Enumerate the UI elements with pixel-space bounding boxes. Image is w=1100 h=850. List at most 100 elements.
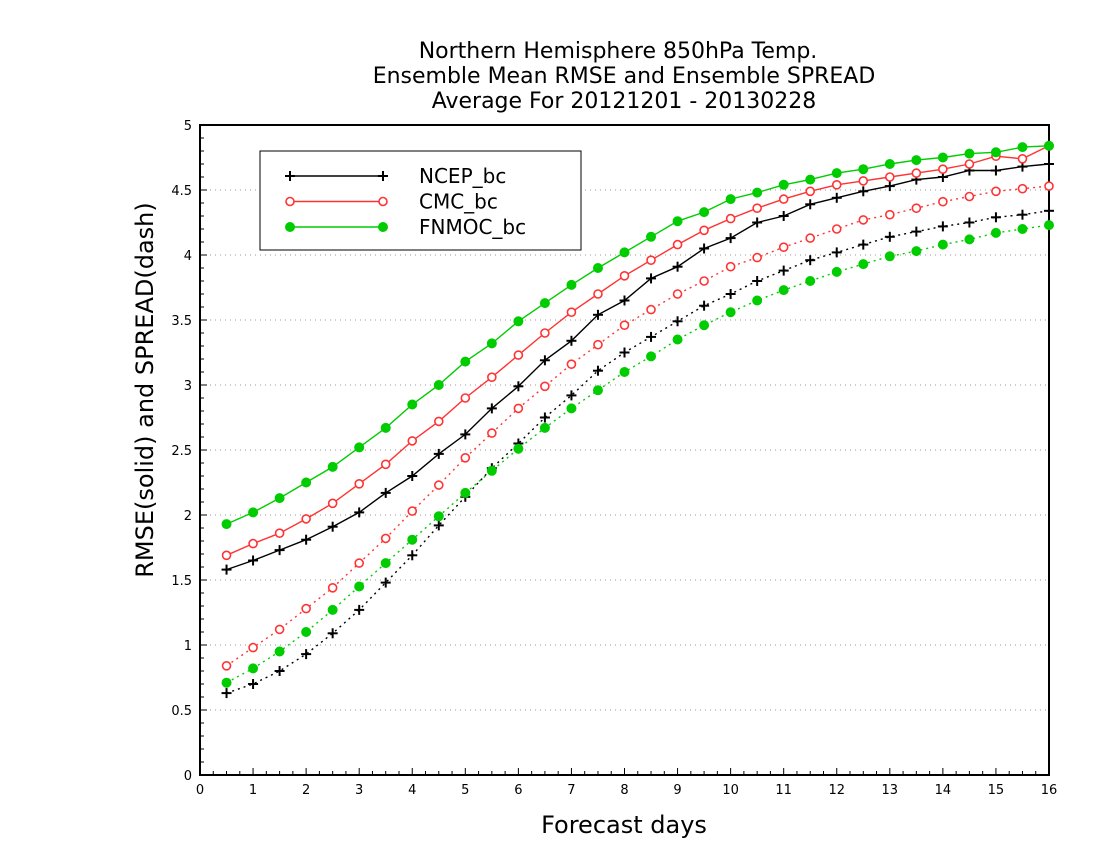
data-point-fnmoc-bc-spread-12 — [539, 422, 550, 433]
data-point-fnmoc-bc-rmse-15 — [619, 247, 630, 258]
chart-title: Northern Hemisphere 850hPa Temp. Ensembl… — [373, 39, 876, 114]
data-point-ncep-bc-spread-12 — [539, 412, 550, 423]
data-point-ncep-bc-rmse-15 — [619, 295, 630, 306]
data-point-ncep-bc-rmse-7 — [407, 471, 418, 481]
data-point-fnmoc-bc-rmse-16 — [646, 231, 657, 242]
x-tick-label-0: 0 — [196, 783, 204, 798]
data-point-ncep-bc-rmse-25 — [884, 181, 895, 192]
data-point-cmc-bc-spread-12 — [540, 381, 550, 392]
data-point-ncep-bc-rmse-14 — [592, 309, 603, 320]
data-point-cmc-bc-spread-16 — [646, 304, 656, 315]
data-point-fnmoc-bc-rmse-22 — [805, 174, 816, 185]
data-point-cmc-bc-rmse-24 — [858, 176, 869, 186]
data-point-fnmoc-bc-spread-20 — [752, 295, 763, 306]
data-point-cmc-bc-spread-30 — [1017, 183, 1028, 194]
y-tick-label-10: 5 — [184, 119, 192, 134]
data-point-cmc-bc-spread-8 — [433, 480, 444, 490]
data-point-cmc-bc-spread-26 — [911, 203, 922, 213]
data-point-fnmoc-bc-spread-5 — [354, 581, 365, 592]
data-point-ncep-bc-spread-29 — [990, 212, 1001, 223]
data-point-fnmoc-bc-rmse-9 — [460, 356, 471, 367]
data-point-ncep-bc-rmse-3 — [301, 534, 312, 545]
data-point-ncep-bc-rmse-4 — [327, 521, 338, 532]
data-point-ncep-bc-rmse-17 — [672, 261, 683, 272]
x-tick-label-6: 6 — [514, 783, 522, 798]
data-point-ncep-bc-spread-26 — [911, 226, 922, 237]
data-point-ncep-bc-spread-8 — [433, 520, 444, 531]
data-point-cmc-bc-rmse-15 — [619, 270, 630, 281]
legend-label-cmc-bc: CMC_bc — [419, 190, 498, 214]
data-point-fnmoc-bc-rmse-28 — [964, 148, 975, 159]
data-point-cmc-bc-spread-29 — [991, 186, 1001, 197]
legend-marker-right-ncep-bc — [378, 171, 388, 181]
data-point-ncep-bc-spread-22 — [805, 255, 816, 266]
x-tick-label-2: 2 — [302, 783, 310, 798]
data-point-cmc-bc-spread-21 — [778, 242, 789, 252]
data-point-ncep-bc-rmse-10 — [486, 403, 497, 414]
data-point-fnmoc-bc-spread-19 — [725, 307, 736, 318]
data-point-cmc-bc-spread-31 — [1044, 181, 1054, 191]
data-point-ncep-bc-rmse-31 — [1044, 159, 1054, 169]
data-point-ncep-bc-spread-5 — [354, 604, 365, 615]
legend-marker-right-fnmoc-bc — [378, 222, 388, 232]
y-tick-label-5: 2.5 — [171, 444, 192, 459]
data-point-ncep-bc-spread-23 — [831, 247, 842, 258]
y-tick-label-1: 0.5 — [171, 704, 192, 719]
data-point-fnmoc-bc-rmse-0 — [221, 519, 232, 530]
data-point-cmc-bc-rmse-21 — [778, 194, 789, 204]
data-point-fnmoc-bc-rmse-7 — [407, 399, 418, 410]
data-point-ncep-bc-spread-14 — [592, 365, 603, 376]
data-point-ncep-bc-spread-21 — [778, 265, 789, 276]
data-point-cmc-bc-rmse-4 — [327, 498, 338, 509]
data-point-cmc-bc-rmse-20 — [752, 203, 762, 213]
data-point-fnmoc-bc-spread-13 — [566, 403, 577, 414]
data-point-fnmoc-bc-spread-25 — [884, 251, 895, 262]
series-line-cmc-bc-spread — [226, 185, 1050, 667]
data-point-cmc-bc-rmse-2 — [274, 528, 285, 539]
data-point-cmc-bc-rmse-7 — [407, 436, 418, 446]
series-ncep-bc — [221, 159, 1054, 699]
x-tick-label-16: 16 — [1041, 783, 1058, 798]
data-point-ncep-bc-rmse-12 — [539, 355, 550, 366]
legend-marker-left-ncep-bc — [285, 171, 295, 181]
data-point-ncep-bc-rmse-0 — [221, 564, 232, 575]
data-point-fnmoc-bc-spread-31 — [1044, 220, 1054, 231]
data-point-ncep-bc-rmse-22 — [805, 199, 816, 210]
data-point-fnmoc-bc-rmse-25 — [884, 159, 895, 169]
data-point-cmc-bc-rmse-18 — [699, 225, 709, 236]
data-point-ncep-bc-rmse-2 — [274, 545, 285, 556]
data-point-cmc-bc-spread-23 — [831, 224, 842, 234]
data-point-fnmoc-bc-rmse-19 — [725, 194, 736, 205]
y-tick-label-9: 4.5 — [171, 184, 192, 199]
data-point-ncep-bc-rmse-16 — [646, 273, 657, 284]
data-point-cmc-bc-spread-11 — [513, 403, 524, 414]
data-point-fnmoc-bc-rmse-1 — [248, 507, 259, 518]
data-point-fnmoc-bc-spread-28 — [964, 234, 975, 245]
data-point-cmc-bc-rmse-28 — [964, 159, 975, 169]
data-point-fnmoc-bc-rmse-23 — [831, 168, 842, 179]
data-point-ncep-bc-spread-28 — [964, 217, 975, 228]
legend-box — [259, 150, 582, 251]
data-point-fnmoc-bc-rmse-24 — [858, 164, 869, 175]
title-line-3: Average For 20121201 - 20130228 — [432, 89, 817, 114]
data-point-cmc-bc-spread-15 — [619, 320, 630, 331]
data-point-cmc-bc-rmse-12 — [540, 328, 550, 338]
legend-marker-left-fnmoc-bc — [285, 222, 295, 232]
series-cmc-bc — [221, 141, 1054, 671]
data-point-cmc-bc-spread-6 — [380, 533, 391, 544]
x-tick-label-8: 8 — [620, 783, 628, 798]
data-point-cmc-bc-rmse-1 — [248, 538, 258, 549]
data-point-ncep-bc-rmse-29 — [990, 165, 1001, 176]
data-point-cmc-bc-spread-7 — [407, 506, 418, 516]
x-tick-label-7: 7 — [567, 783, 575, 798]
data-point-ncep-bc-rmse-5 — [354, 507, 365, 518]
y-tick-label-8: 4 — [184, 249, 192, 264]
data-point-fnmoc-bc-spread-8 — [433, 511, 444, 522]
data-point-fnmoc-bc-spread-15 — [619, 367, 630, 377]
data-point-fnmoc-bc-spread-21 — [778, 285, 789, 296]
data-point-fnmoc-bc-rmse-14 — [592, 263, 603, 273]
data-point-cmc-bc-spread-3 — [301, 603, 311, 614]
data-point-fnmoc-bc-rmse-3 — [301, 477, 312, 488]
data-point-fnmoc-bc-rmse-4 — [327, 461, 338, 472]
